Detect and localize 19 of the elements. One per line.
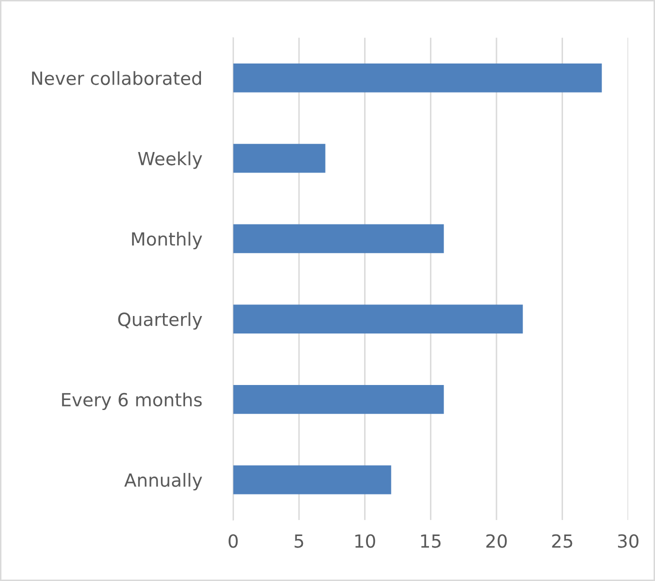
x-tick-label: 25 bbox=[552, 534, 572, 548]
x-tick-label: 15 bbox=[421, 534, 441, 548]
y-tick-label: Quarterly bbox=[118, 312, 202, 330]
x-tick-label: 20 bbox=[486, 534, 507, 548]
y-tick-label: Every 6 months bbox=[62, 392, 202, 410]
y-tick-label: Monthly bbox=[132, 232, 202, 250]
y-tick-label: Never collaborated bbox=[32, 71, 201, 86]
x-tick-label: 5 bbox=[294, 534, 304, 548]
bar bbox=[233, 384, 444, 414]
x-tick-label: 30 bbox=[618, 534, 638, 548]
y-tick-label: Weekly bbox=[138, 151, 202, 169]
x-tick-label: 0 bbox=[228, 534, 238, 548]
y-tick-label: Annually bbox=[124, 472, 202, 490]
bar bbox=[233, 224, 444, 254]
bar bbox=[233, 144, 326, 173]
bar bbox=[233, 63, 602, 92]
x-tick-label: 10 bbox=[355, 534, 376, 548]
bar bbox=[233, 304, 523, 334]
bar bbox=[233, 465, 392, 494]
